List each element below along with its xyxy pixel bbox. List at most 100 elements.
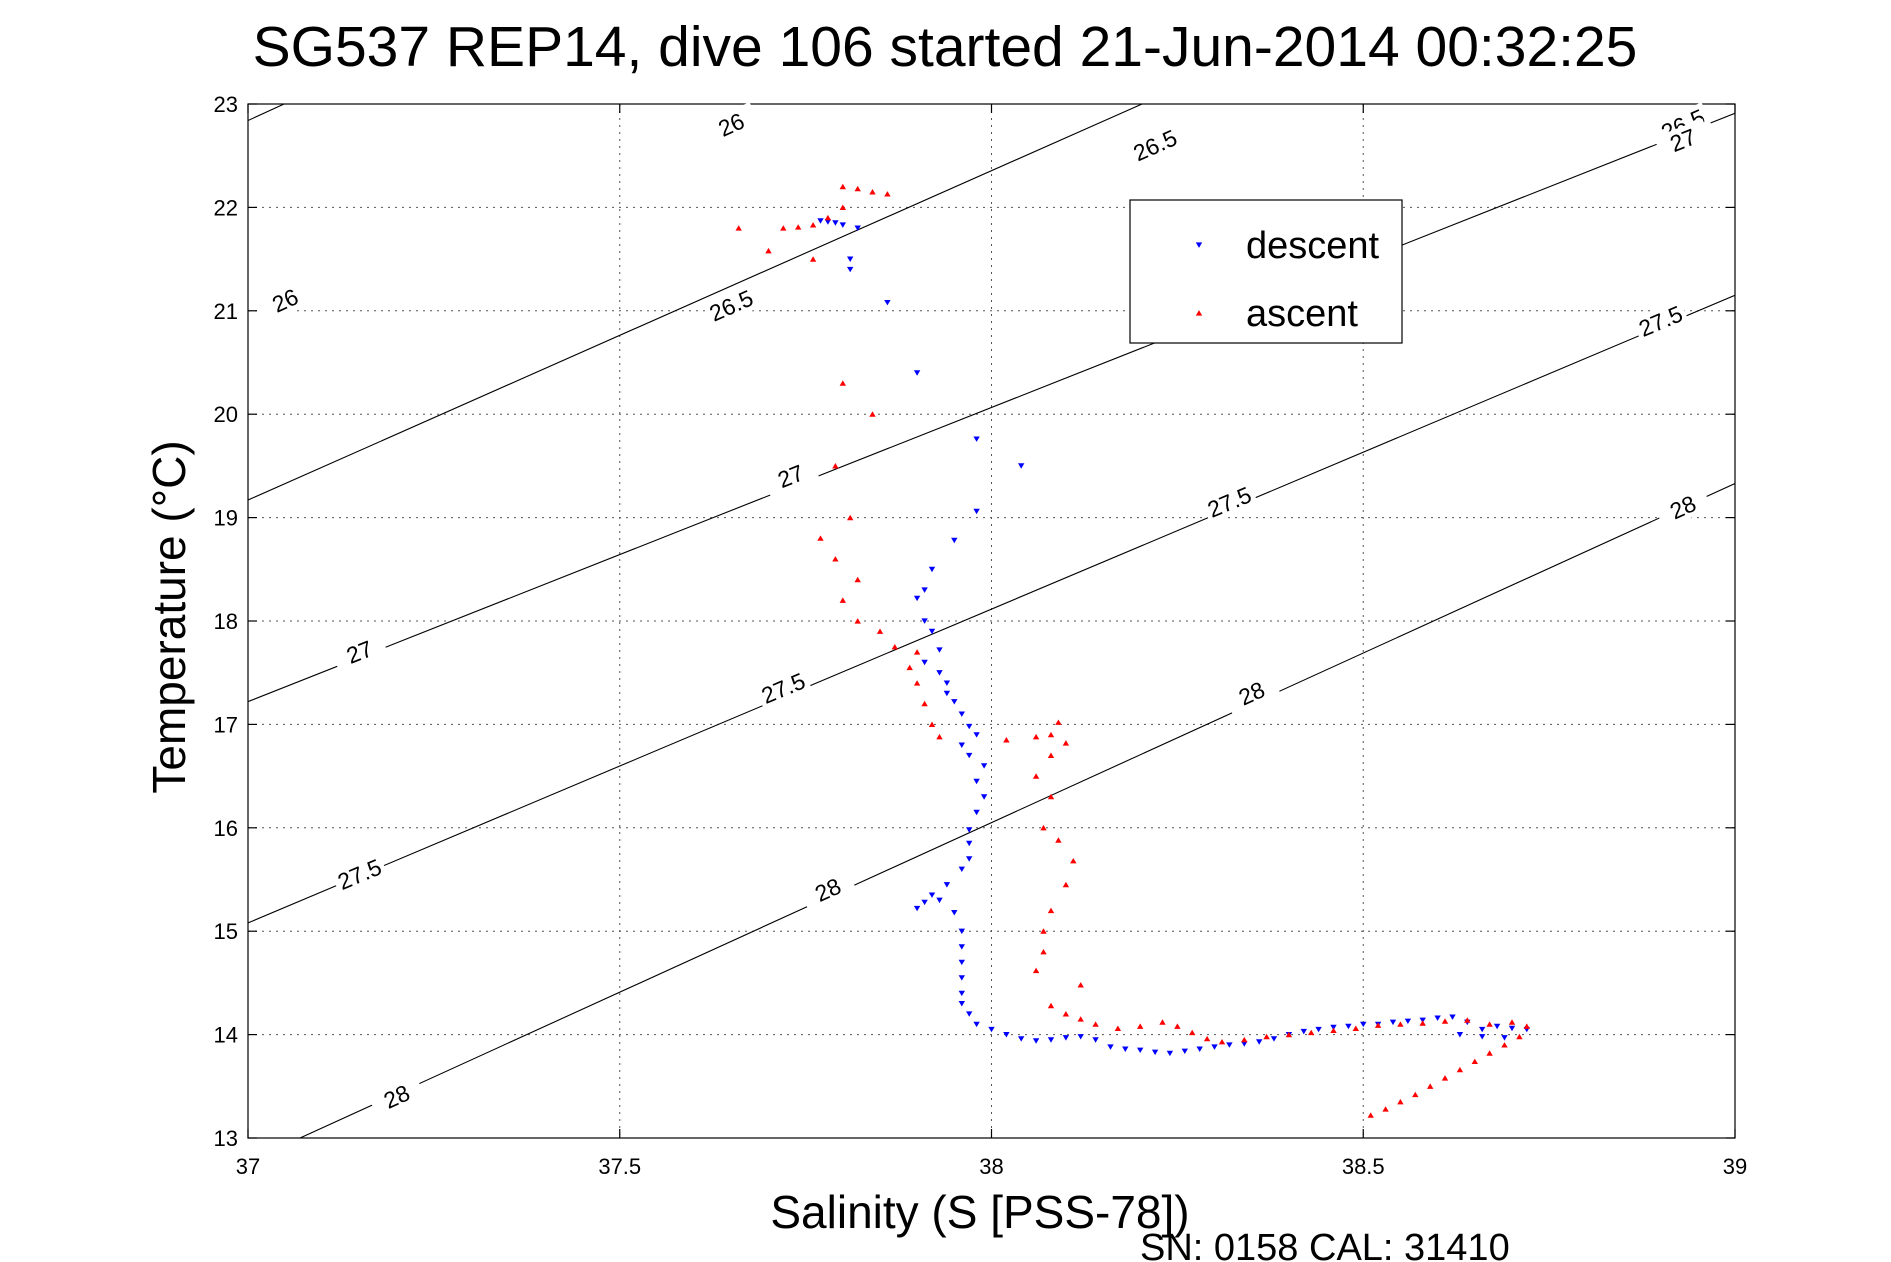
contour-label-mask (256, 277, 315, 324)
ascent-point (1397, 1021, 1404, 1027)
ascent-point (839, 204, 846, 210)
ascent-point (1032, 733, 1040, 740)
ascent-point (854, 618, 861, 624)
descent-point (921, 587, 928, 593)
ascent-point (1464, 1017, 1471, 1023)
descent-point (1018, 463, 1025, 469)
density-contours (248, 104, 1735, 1138)
ascent-point (1508, 1019, 1516, 1025)
y-tick-label: 21 (214, 299, 238, 324)
ascent-point (1516, 1033, 1523, 1040)
descent-point (951, 537, 958, 544)
ascent-point (1159, 1019, 1166, 1025)
descent-point (1404, 1018, 1412, 1024)
series-descent (817, 218, 1530, 1057)
descent-point (1151, 1049, 1159, 1056)
descent-point (1226, 1042, 1233, 1048)
ascent-point (1427, 1083, 1434, 1089)
ascent-point (1062, 1011, 1070, 1017)
descent-point (1211, 1044, 1218, 1050)
series-ascent (735, 183, 1530, 1118)
ascent-point (854, 185, 861, 192)
ascent-point (1062, 740, 1070, 746)
descent-point (913, 905, 921, 912)
descent-point (1479, 1026, 1486, 1033)
ascent-point (839, 183, 846, 190)
descent-point (1501, 1035, 1508, 1041)
ascent-point (1374, 1022, 1382, 1028)
contour-label-mask (1631, 299, 1690, 344)
ascent-point (921, 700, 928, 707)
contour-label-mask (702, 102, 761, 148)
ascent-point (1441, 1075, 1449, 1081)
descent-point (847, 266, 854, 273)
ascent-point (906, 664, 913, 671)
ascent-point (876, 628, 884, 634)
descent-point (1166, 1050, 1174, 1057)
y-tick-label: 13 (214, 1126, 238, 1151)
data-points (735, 183, 1530, 1118)
descent-point (928, 628, 936, 635)
descent-point (1003, 1032, 1010, 1038)
descent-point (936, 670, 943, 676)
contour-label-mask (1653, 118, 1712, 162)
ascent-point (928, 721, 936, 727)
x-tick-label: 37 (236, 1154, 260, 1179)
ascent-point (1352, 1025, 1359, 1031)
x-tick-label: 38.5 (1342, 1154, 1385, 1179)
y-tick-label: 20 (214, 402, 238, 427)
ascent-point (1203, 1035, 1211, 1042)
descent-point (973, 508, 980, 515)
ascent-point (1174, 1023, 1181, 1029)
descent-point (1018, 1036, 1025, 1042)
descent-point (936, 647, 943, 653)
descent-point (958, 990, 965, 997)
descent-point (1107, 1044, 1114, 1050)
descent-point (966, 1011, 973, 1017)
x-tick-label: 39 (1723, 1154, 1747, 1179)
descent-point (921, 899, 928, 906)
ascent-point (817, 535, 824, 541)
ascent-point (1486, 1050, 1493, 1056)
legend-box (1129, 199, 1403, 344)
ascent-point (1047, 1002, 1055, 1009)
ascent-point (1471, 1058, 1478, 1064)
ascent-point (1523, 1023, 1530, 1029)
legend-label-descent: descent (1246, 225, 1380, 267)
descent-point (1300, 1028, 1307, 1035)
ascent-point (884, 191, 891, 197)
descent-point (1122, 1046, 1129, 1052)
contour-label-mask (367, 1074, 426, 1120)
contour-label-mask (330, 852, 389, 897)
descent-point (966, 840, 973, 847)
descent-point (966, 723, 973, 730)
descent-point (824, 219, 832, 225)
ascent-point (1047, 752, 1055, 758)
ascent-point (1003, 737, 1010, 743)
ascent-point (1040, 949, 1047, 955)
ascent-point (1367, 1112, 1374, 1118)
y-tick-label: 19 (214, 506, 238, 531)
descent-point (1330, 1024, 1337, 1031)
contour-label-mask (1200, 480, 1259, 525)
ascent-point (1047, 731, 1055, 738)
y-axis-label: Temperature (°C) (143, 440, 195, 793)
ascent-point (1055, 837, 1062, 843)
descent-point (1270, 1036, 1278, 1042)
descent-point (966, 752, 973, 759)
x-tick-label: 37.5 (598, 1154, 641, 1179)
descent-point (936, 897, 943, 904)
serial-calibration-text: SN: 0158 CAL: 31410 (1140, 1227, 1510, 1262)
descent-point (973, 732, 980, 738)
descent-point (958, 711, 965, 717)
ascent-point (1032, 773, 1040, 779)
ascent-point (1263, 1033, 1270, 1040)
descent-point (847, 256, 854, 262)
y-tick-label: 22 (214, 195, 238, 220)
ascent-point (1137, 1023, 1144, 1029)
ascent-point (795, 224, 802, 230)
descent-point (973, 436, 980, 442)
descent-point (958, 944, 965, 950)
ascent-point (1077, 982, 1084, 988)
legend-marker-descent (1195, 242, 1203, 248)
